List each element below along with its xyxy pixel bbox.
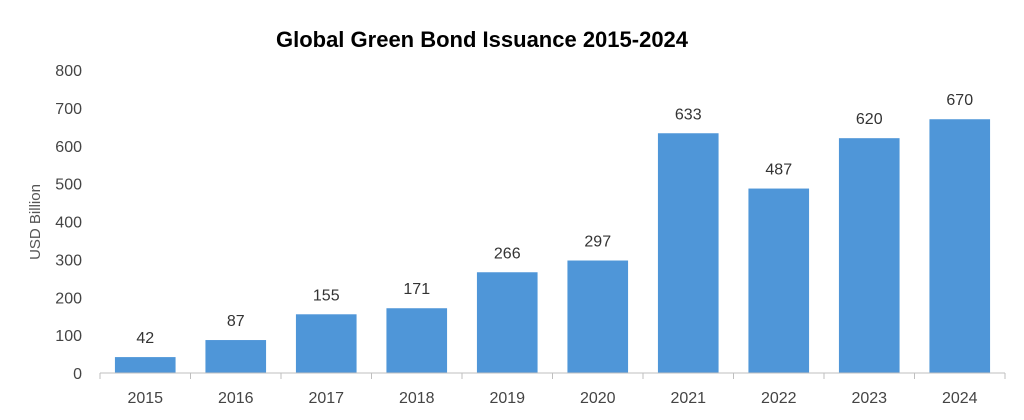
- x-tick-label: 2021: [670, 390, 706, 407]
- data-label: 266: [494, 245, 521, 262]
- y-tick-label: 500: [55, 177, 82, 194]
- y-tick-label: 0: [73, 366, 82, 383]
- bar: [386, 308, 448, 373]
- x-tick-label: 2017: [308, 390, 344, 407]
- bar: [476, 272, 538, 373]
- y-tick-label: 600: [55, 139, 82, 156]
- x-tick-label: 2022: [761, 390, 797, 407]
- x-axis-ticks: 2015 2016 2017 2018 2019 2020 2021 2022 2023 2024: [99, 373, 1006, 407]
- data-label: 297: [584, 234, 611, 251]
- data-label: 487: [765, 162, 792, 179]
- x-tick-label: 2020: [580, 390, 616, 407]
- y-tick-label: 800: [55, 63, 82, 80]
- bar: [567, 260, 629, 373]
- y-tick-label: 700: [55, 101, 82, 118]
- y-tick-label: 200: [55, 290, 82, 307]
- data-label: 42: [136, 330, 154, 347]
- x-tick-label: 2015: [127, 390, 163, 407]
- bar: [929, 119, 991, 373]
- y-tick-label: 300: [55, 252, 82, 269]
- x-tick-label: 2023: [851, 390, 887, 407]
- x-tick-label: 2019: [489, 390, 525, 407]
- y-axis-ticks: 0 100 200 300 400 500 600 700 800: [55, 63, 82, 383]
- bar: [838, 138, 900, 373]
- data-label: 155: [313, 287, 340, 304]
- data-label: 633: [675, 106, 702, 123]
- bar: [114, 357, 176, 373]
- x-tick-label: 2024: [942, 390, 978, 407]
- data-label: 87: [227, 313, 245, 330]
- bar: [657, 133, 719, 373]
- y-axis-title: USD Billion: [27, 184, 44, 260]
- bars-group: [114, 119, 991, 373]
- data-label: 171: [403, 281, 430, 298]
- y-tick-label: 100: [55, 328, 82, 345]
- x-tick-label: 2016: [218, 390, 254, 407]
- data-labels-group: 42 87 155 171 266 297 633 487 620 670: [136, 92, 973, 347]
- data-label: 620: [856, 111, 883, 128]
- x-tick-label: 2018: [399, 390, 435, 407]
- chart-title: Global Green Bond Issuance 2015-2024: [276, 27, 689, 52]
- bar: [295, 314, 357, 373]
- bar: [748, 188, 810, 373]
- bar: [205, 340, 267, 373]
- data-label: 670: [946, 92, 973, 109]
- y-tick-label: 400: [55, 215, 82, 232]
